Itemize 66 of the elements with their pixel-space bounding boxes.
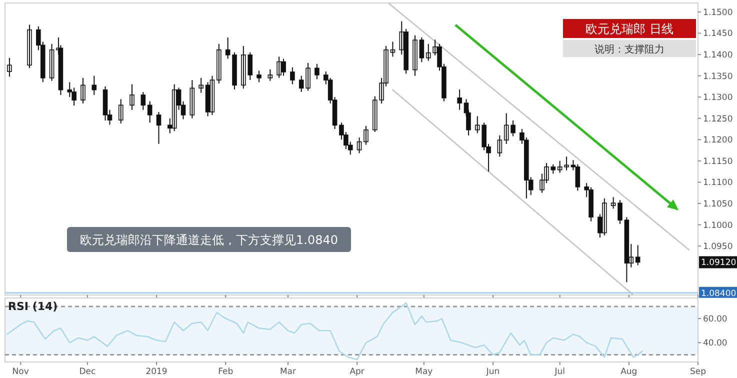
y-tick-label: 1.1500 (703, 8, 733, 18)
candlestick (457, 88, 462, 110)
candlestick (497, 134, 502, 158)
x-tick-label: Sep (690, 367, 706, 377)
chart-title: RSI (14) (8, 300, 58, 313)
candlestick (575, 164, 580, 192)
x-tick-label: Apr (350, 367, 365, 377)
x-tick-label: Feb (218, 367, 234, 377)
candlestick (419, 36, 424, 63)
candlestick (550, 164, 556, 174)
annotation: 欧元兑瑞郎沿下降通道走低，下方支撑见1.0840 (80, 233, 338, 247)
candlestick (190, 80, 195, 119)
y-tick-label: 1.1100 (703, 178, 733, 188)
y-tick-label: 1.1200 (703, 136, 733, 146)
y-tick-label: 60.00 (703, 314, 728, 325)
x-tick-label: May (415, 367, 433, 377)
y-tick-label: 1.1000 (703, 220, 733, 231)
candlestick (390, 41, 396, 58)
x-tick-label: Jun (485, 367, 500, 377)
y-tick-label: 1.1300 (703, 93, 733, 104)
candlestick (268, 68, 273, 82)
x-tick-label: Dec (79, 367, 96, 377)
candlestick (140, 91, 146, 110)
candlestick (80, 77, 86, 104)
y-tick-label: 1.1150 (703, 156, 733, 167)
candlestick (118, 98, 124, 124)
candlestick (364, 126, 368, 146)
x-tick-label: 2019 (146, 367, 168, 377)
y-tick-label: 1.0950 (703, 242, 733, 252)
candlestick (412, 34, 418, 76)
candlestick (7, 57, 12, 78)
candlestick (256, 70, 262, 83)
candlestick (635, 244, 640, 266)
y-tick-label: 1.1250 (703, 114, 733, 124)
candlestick (618, 200, 622, 224)
x-tick-label: Jul (554, 367, 565, 377)
y-tick-label: 1.1450 (703, 29, 733, 40)
candlestick (610, 196, 616, 210)
text: 欧元兑瑞郎 日线 (586, 22, 674, 36)
candlestick (130, 84, 134, 110)
line-series (6, 302, 643, 360)
candlestick (225, 36, 230, 60)
candlestick (27, 24, 32, 69)
candlestick (557, 160, 562, 174)
candlestick (216, 43, 222, 84)
x-tick-label: Mar (280, 367, 297, 377)
candlestick (210, 75, 215, 116)
y-tick-label: 40.00 (703, 338, 728, 349)
text: 说明：支撑阻力 (594, 44, 664, 56)
y-tick-label: 1.1350 (703, 72, 733, 82)
candlestick (290, 66, 295, 85)
candlestick (198, 77, 204, 94)
y-tick-label: 1.1400 (703, 50, 733, 61)
candlestick (172, 84, 177, 132)
x-tick-label: Nov (12, 367, 29, 377)
candlestick (564, 156, 569, 171)
ref-line-label: 1.08400 (701, 288, 736, 299)
y-tick-label: 1.1050 (703, 199, 733, 210)
candlestick (156, 111, 162, 144)
candlestick (147, 100, 152, 124)
candlestick (356, 137, 362, 154)
candlestick (314, 63, 320, 80)
x-tick-label: Aug (620, 367, 638, 377)
candlestick (92, 75, 97, 96)
text: 1.09120 (701, 258, 736, 268)
candlestick (49, 43, 54, 82)
